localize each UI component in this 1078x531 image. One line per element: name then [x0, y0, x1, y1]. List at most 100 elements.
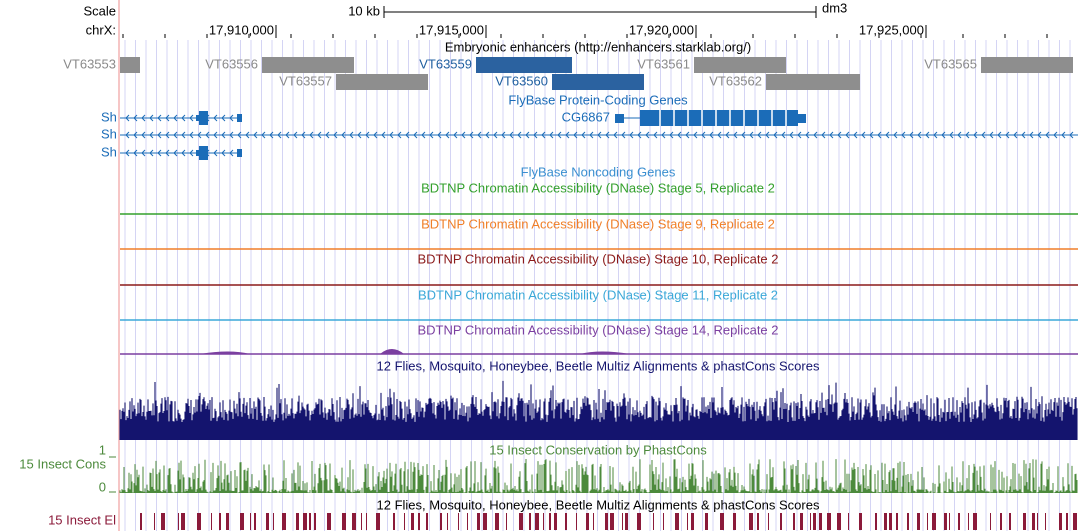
- axis-max: 1: [99, 442, 106, 457]
- gene-arrow: [181, 149, 186, 157]
- gene-arrow: [677, 131, 682, 139]
- gene-arrow: [1061, 131, 1066, 139]
- gene-arrow: [213, 149, 218, 157]
- conserved-element: [1009, 513, 1011, 530]
- gene-arrow: [605, 131, 610, 139]
- gene-arrow: [221, 131, 226, 139]
- track-title: 15 Insect Conservation by PhastCons: [489, 442, 707, 457]
- conserved-element: [757, 513, 759, 530]
- conserved-element: [240, 513, 244, 530]
- conserved-element: [720, 513, 724, 530]
- gene-arrow: [901, 131, 906, 139]
- conserved-element: [691, 513, 694, 530]
- conserved-element: [610, 513, 614, 530]
- conserved-element: [178, 513, 179, 530]
- conserved-element: [309, 513, 311, 530]
- gene-arrow: [157, 114, 162, 122]
- conserved-element: [366, 513, 367, 530]
- gene-arrow: [389, 131, 394, 139]
- enhancer-label: VT63565: [924, 56, 977, 71]
- track-left-label: 15 Insect El: [48, 512, 116, 527]
- conserved-element: [733, 513, 736, 530]
- gene-arrow: [1021, 131, 1026, 139]
- phastcons-wiggle: [119, 459, 1078, 493]
- conserved-element: [483, 513, 487, 530]
- track-title: BDTNP Chromatin Accessibility (DNase) St…: [421, 180, 775, 195]
- conserved-element: [780, 513, 782, 530]
- gene-arrow: [157, 149, 162, 157]
- gene-arrow: [269, 131, 274, 139]
- conserved-element: [675, 513, 679, 530]
- gene-arrow: [469, 131, 474, 139]
- gene-exon: [640, 110, 798, 126]
- gene-arrow: [261, 131, 266, 139]
- gene-arrow: [237, 131, 242, 139]
- conserved-element: [749, 513, 753, 530]
- gene-exon: [196, 115, 199, 121]
- gene-arrow: [885, 131, 890, 139]
- conserved-element: [467, 513, 468, 530]
- signal-bump: [200, 349, 630, 354]
- conserved-element: [1066, 513, 1068, 530]
- conserved-element: [519, 513, 523, 530]
- gene-arrow: [397, 131, 402, 139]
- gene-arrow: [149, 149, 154, 157]
- gene-arrow: [141, 131, 146, 139]
- gene-arrow: [125, 114, 130, 122]
- gene-arrow: [221, 149, 226, 157]
- conserved-element: [404, 513, 405, 530]
- scale-bar-label: 10 kb: [348, 3, 380, 18]
- gene-arrow: [501, 131, 506, 139]
- conserved-element: [889, 513, 892, 530]
- gene-arrow: [525, 131, 530, 139]
- conserved-element: [625, 513, 628, 530]
- conserved-element: [161, 513, 165, 530]
- gene-arrow: [541, 131, 546, 139]
- conserved-element: [477, 513, 480, 530]
- gene-arrow: [669, 131, 674, 139]
- conserved-element: [944, 513, 947, 530]
- gene-exon: [196, 150, 199, 156]
- gene-arrow: [957, 131, 962, 139]
- gene-arrow: [229, 131, 234, 139]
- gene-arrow: [821, 131, 826, 139]
- gene-arrow: [789, 131, 794, 139]
- gene-left-label: Sh: [101, 126, 117, 141]
- gene-arrow: [381, 131, 386, 139]
- gene-arrow: [509, 131, 514, 139]
- conserved-element: [411, 513, 414, 530]
- gene-arrow: [717, 131, 722, 139]
- enhancer-label: VT63560: [495, 73, 548, 88]
- gene-arrow: [181, 131, 186, 139]
- enhancer-box: [694, 57, 786, 73]
- gene-arrow: [589, 131, 594, 139]
- gene-exon: [199, 146, 208, 160]
- gene-left-label: Sh: [101, 109, 117, 124]
- enhancer-box: [336, 74, 428, 90]
- conserved-element: [1032, 513, 1035, 530]
- conserved-element: [687, 513, 688, 530]
- gene-arrow: [189, 131, 194, 139]
- gene-arrow: [925, 131, 930, 139]
- gene-arrow: [581, 131, 586, 139]
- gene-arrow: [805, 131, 810, 139]
- track-title: BDTNP Chromatin Accessibility (DNase) St…: [417, 322, 778, 337]
- gene-arrow: [877, 131, 882, 139]
- conserved-element: [622, 513, 623, 530]
- gene-arrow: [485, 131, 490, 139]
- gene-arrow: [325, 131, 330, 139]
- conserved-element: [219, 513, 221, 530]
- conserved-element: [314, 513, 316, 530]
- gene-arrow: [213, 114, 218, 122]
- gene-arrow: [965, 131, 970, 139]
- enhancer-label: VT63556: [205, 56, 258, 71]
- conserved-element: [154, 513, 155, 530]
- conserved-element: [273, 513, 274, 530]
- gene-arrow: [413, 131, 418, 139]
- conserved-element: [327, 513, 331, 530]
- gene-arrow: [909, 131, 914, 139]
- gene-arrow: [869, 131, 874, 139]
- conserved-element: [1073, 513, 1077, 530]
- ruler-label: 17,910,000: [209, 22, 274, 37]
